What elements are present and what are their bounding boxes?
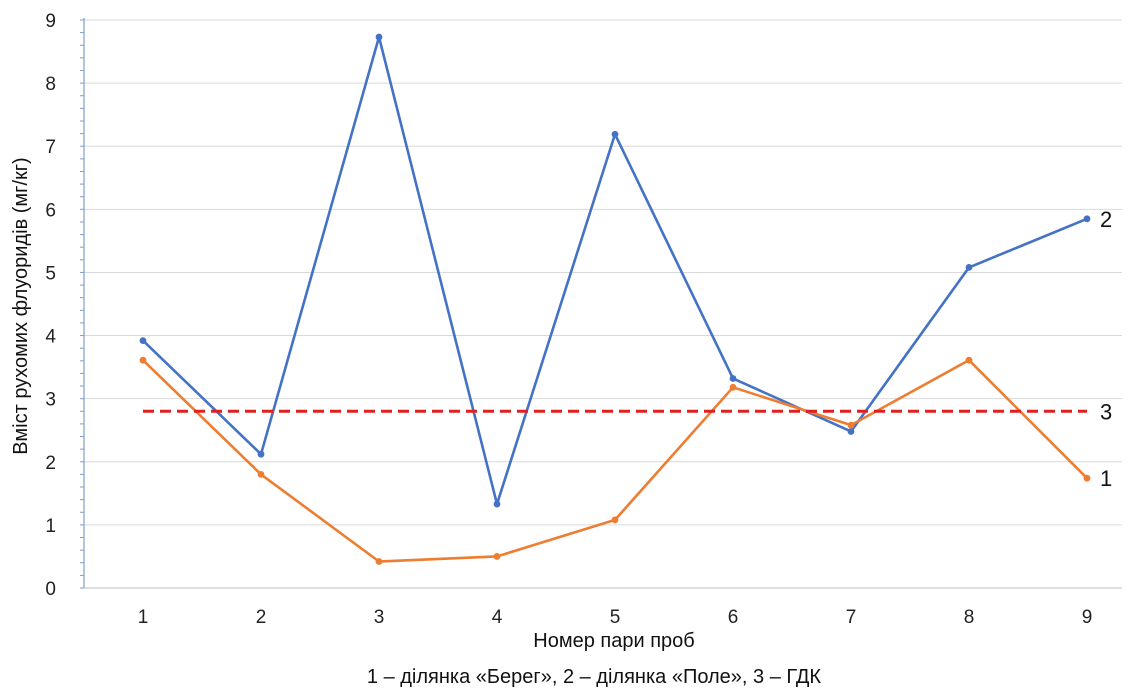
series-group [139, 33, 1091, 565]
data-point [611, 516, 619, 524]
data-point [847, 421, 855, 429]
x-tick-label: 7 [846, 607, 857, 628]
series-label-2: 2 [1100, 207, 1112, 232]
y-tick-label: 5 [45, 263, 56, 284]
data-point [1083, 215, 1091, 223]
gridlines [84, 19, 1122, 526]
y-tick-label: 4 [45, 327, 56, 348]
series-line-1 [142, 358, 1088, 563]
y-tick-label: 1 [45, 516, 56, 537]
y-tick-label: 9 [45, 11, 56, 32]
data-point [139, 337, 147, 345]
data-point [493, 500, 501, 508]
y-tick-labels: 0 1 2 3 4 5 6 7 8 9 [45, 11, 56, 600]
y-tick-label: 6 [45, 200, 56, 221]
data-point [257, 471, 265, 478]
y-tick-label: 2 [45, 453, 56, 474]
x-tick-label: 3 [374, 607, 385, 628]
y-tick-label: 3 [45, 390, 56, 411]
data-point [257, 450, 265, 458]
data-point [729, 375, 737, 382]
series-label-3: 3 [1100, 399, 1112, 424]
data-point [1083, 474, 1091, 482]
x-tick-label: 9 [1082, 607, 1093, 628]
data-point [965, 263, 973, 271]
data-point [729, 383, 737, 391]
x-tick-label: 5 [610, 607, 621, 628]
data-point [493, 553, 501, 560]
data-point [139, 356, 147, 364]
x-tick-label: 1 [138, 607, 149, 628]
x-tick-label: 8 [964, 607, 975, 628]
x-tick-label: 2 [256, 607, 267, 628]
data-point [375, 558, 383, 565]
x-axis-title: Номер пари проб [533, 630, 694, 652]
data-point [847, 428, 855, 435]
axes [80, 18, 1122, 589]
series-line-2 [142, 35, 1088, 506]
y-tick-label: 7 [45, 137, 56, 158]
x-tick-label: 6 [728, 607, 739, 628]
series-labels: 2 1 3 [1100, 207, 1112, 491]
data-point [375, 33, 383, 41]
chart-caption: 1 – ділянка «Берег», 2 – ділянка «Поле»,… [367, 666, 822, 688]
y-tick-label: 8 [45, 74, 56, 95]
x-tick-label: 4 [492, 607, 503, 628]
data-point [965, 356, 973, 364]
y-axis-title: Вміст рухомих флуоридів (мг/кг) [10, 157, 32, 454]
x-tick-labels: 1 2 3 4 5 6 7 8 9 [138, 607, 1093, 628]
y-tick-label: 0 [45, 579, 56, 600]
series-label-1: 1 [1100, 466, 1112, 491]
data-point [611, 130, 619, 138]
